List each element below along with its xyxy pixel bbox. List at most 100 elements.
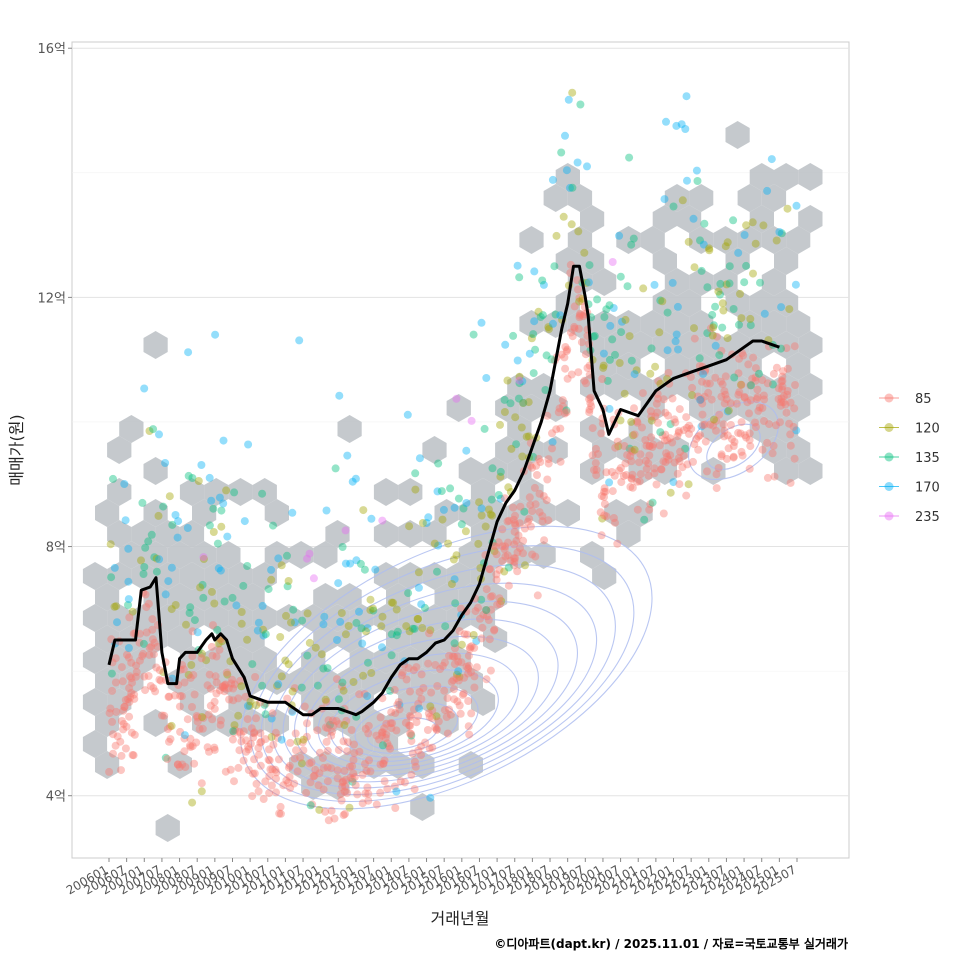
scatter-point bbox=[353, 790, 362, 799]
scatter-point bbox=[127, 658, 136, 667]
scatter-point bbox=[226, 765, 235, 774]
scatter-point bbox=[276, 633, 285, 641]
scatter-point bbox=[111, 654, 120, 663]
scatter-point bbox=[470, 683, 479, 692]
scatter-point bbox=[620, 389, 629, 398]
hexbin-cell bbox=[446, 394, 471, 422]
density-contour bbox=[271, 582, 598, 789]
scatter-point bbox=[552, 425, 561, 434]
hexbin-cell bbox=[264, 667, 289, 695]
scatter-point bbox=[380, 756, 389, 765]
scatter-point bbox=[706, 420, 715, 429]
scatter-point bbox=[684, 237, 693, 246]
scatter-point bbox=[267, 733, 276, 741]
scatter-point bbox=[411, 762, 420, 771]
scatter-point bbox=[533, 471, 541, 479]
scatter-point bbox=[482, 374, 491, 382]
scatter-point bbox=[417, 695, 426, 703]
scatter-point bbox=[455, 627, 464, 636]
hexbin-cell bbox=[774, 247, 799, 275]
hexbin-cell bbox=[313, 667, 338, 695]
scatter-point bbox=[472, 663, 481, 672]
scatter-point bbox=[425, 712, 434, 721]
scatter-point bbox=[242, 736, 251, 745]
hexbin-cell bbox=[82, 730, 108, 758]
scatter-point bbox=[197, 649, 206, 658]
scatter-point bbox=[250, 755, 259, 764]
scatter-point bbox=[341, 775, 350, 784]
scatter-point bbox=[152, 554, 161, 563]
hexbin-cell bbox=[592, 352, 617, 380]
scatter-point bbox=[650, 469, 659, 478]
scatter-point bbox=[415, 704, 424, 713]
scatter-point bbox=[328, 727, 336, 736]
scatter-point bbox=[452, 674, 461, 683]
scatter-point bbox=[461, 527, 470, 536]
scatter-point bbox=[457, 640, 466, 649]
scatter-point bbox=[689, 457, 697, 466]
hexbin-cell bbox=[495, 436, 520, 464]
scatter-point bbox=[769, 369, 778, 378]
scatter-point bbox=[414, 568, 423, 577]
scatter-point bbox=[568, 332, 577, 341]
scatter-point bbox=[255, 750, 263, 759]
scatter-point bbox=[289, 605, 298, 614]
scatter-point bbox=[430, 539, 439, 548]
scatter-point bbox=[124, 601, 132, 609]
scatter-point bbox=[535, 489, 544, 498]
scatter-point bbox=[609, 514, 618, 522]
scatter-point bbox=[625, 444, 634, 453]
scatter-point bbox=[372, 800, 381, 809]
scatter-point bbox=[467, 709, 476, 718]
scatter-point bbox=[307, 758, 316, 767]
scatter-point bbox=[366, 595, 375, 604]
hexbin-cell bbox=[737, 352, 762, 380]
scatter-point bbox=[132, 661, 141, 670]
density-contour bbox=[293, 618, 559, 777]
scatter-point bbox=[543, 411, 552, 420]
scatter-point bbox=[228, 675, 237, 684]
scatter-point bbox=[223, 532, 232, 541]
hexbin-cell bbox=[131, 646, 156, 674]
scatter-point bbox=[682, 423, 691, 432]
scatter-point bbox=[350, 740, 358, 749]
hexbin-cell bbox=[786, 352, 811, 380]
scatter-point bbox=[113, 732, 122, 741]
scatter-point bbox=[244, 440, 253, 449]
scatter-point bbox=[679, 451, 688, 460]
scatter-point bbox=[207, 642, 216, 651]
scatter-point bbox=[524, 432, 533, 441]
scatter-point bbox=[358, 799, 367, 808]
scatter-point bbox=[348, 775, 357, 784]
hexbin-cell bbox=[531, 499, 556, 527]
scatter-point bbox=[718, 299, 727, 308]
scatter-point bbox=[702, 379, 711, 388]
hexbin-cell bbox=[592, 562, 617, 590]
scatter-point bbox=[627, 457, 636, 466]
hexbin-cell bbox=[276, 604, 302, 632]
scatter-point bbox=[212, 678, 221, 687]
scatter-point bbox=[447, 677, 456, 686]
legend-key-point bbox=[884, 393, 894, 403]
hexbin-cell bbox=[507, 373, 532, 401]
scatter-point bbox=[369, 606, 378, 615]
scatter-point bbox=[607, 468, 616, 476]
scatter-point bbox=[235, 746, 244, 755]
hexbin-cell bbox=[652, 331, 677, 359]
scatter-point bbox=[511, 554, 520, 563]
scatter-point bbox=[281, 656, 290, 665]
scatter-point bbox=[186, 734, 195, 743]
hexbin-cell bbox=[434, 499, 459, 527]
scatter-point bbox=[120, 702, 129, 711]
scatter-point bbox=[669, 478, 678, 487]
scatter-point bbox=[364, 721, 373, 730]
scatter-point bbox=[734, 248, 743, 257]
scatter-point bbox=[617, 328, 626, 337]
scatter-point bbox=[539, 280, 548, 289]
scatter-point bbox=[743, 398, 752, 407]
hexbin-cell bbox=[179, 478, 205, 506]
scatter-point bbox=[753, 393, 762, 402]
scatter-point bbox=[789, 422, 798, 431]
scatter-point bbox=[178, 760, 187, 769]
scatter-point bbox=[674, 427, 683, 436]
